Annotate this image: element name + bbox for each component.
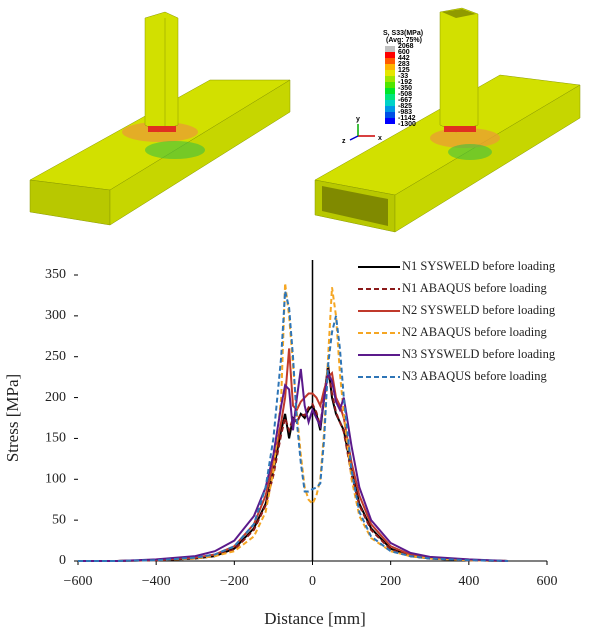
y-axis-title: Stress [MPa] [3,374,22,462]
contour-swatch [385,46,395,52]
y-tick-label: 0 [59,553,66,568]
contour-swatch [385,88,395,94]
legend-label: N3 SYSWELD before loading [402,347,556,361]
y-tick-label: 250 [45,349,66,364]
contour-title: S, S33(MPa) [383,30,423,37]
triad-label: y [356,116,360,123]
x-tick-label: 200 [380,574,401,589]
contour-label: -1300 [398,121,416,128]
legend-label: N2 ABAQUS before loading [402,325,548,339]
y-tick-label: 200 [45,390,66,405]
legend-label: N1 ABAQUS before loading [402,281,548,295]
contour-swatch [385,112,395,118]
y-tick-label: 50 [52,512,66,527]
contour-swatch [385,94,395,100]
contour-swatch [385,100,395,106]
x-tick-label: 600 [537,574,558,589]
legend-label: N1 SYSWELD before loading [402,259,556,273]
y-tick-label: 100 [45,472,66,487]
contour-swatch [385,70,395,76]
x-tick-label: 400 [458,574,479,589]
triad: x y z [342,116,382,145]
triad-label: x [378,135,382,142]
y-tick-label: 150 [45,431,66,446]
model-left [30,12,290,225]
contour-swatch [385,52,395,58]
model-right [315,8,580,232]
contour-swatch [385,64,395,70]
x-tick-label: −400 [142,574,171,589]
contour-swatch [385,106,395,112]
triad-label: z [342,138,346,145]
y-tick-label: 300 [45,308,66,323]
x-tick-label: −200 [220,574,249,589]
x-tick-label: 0 [309,574,316,589]
contour-swatch [385,58,395,64]
contour-swatch [385,118,395,124]
legend-label: N3 ABAQUS before loading [402,369,548,383]
x-tick-label: −600 [64,574,93,589]
contour-swatch [385,76,395,82]
legend-label: N2 SYSWELD before loading [402,303,556,317]
y-tick-label: 350 [45,267,66,282]
contour-swatch [385,82,395,88]
figure: S, S33(MPa) (Avg: 75%) 2068600442283125-… [0,0,594,634]
contour-legend: S, S33(MPa) (Avg: 75%) 2068600442283125-… [383,30,423,128]
x-axis-title: Distance [mm] [264,609,366,628]
